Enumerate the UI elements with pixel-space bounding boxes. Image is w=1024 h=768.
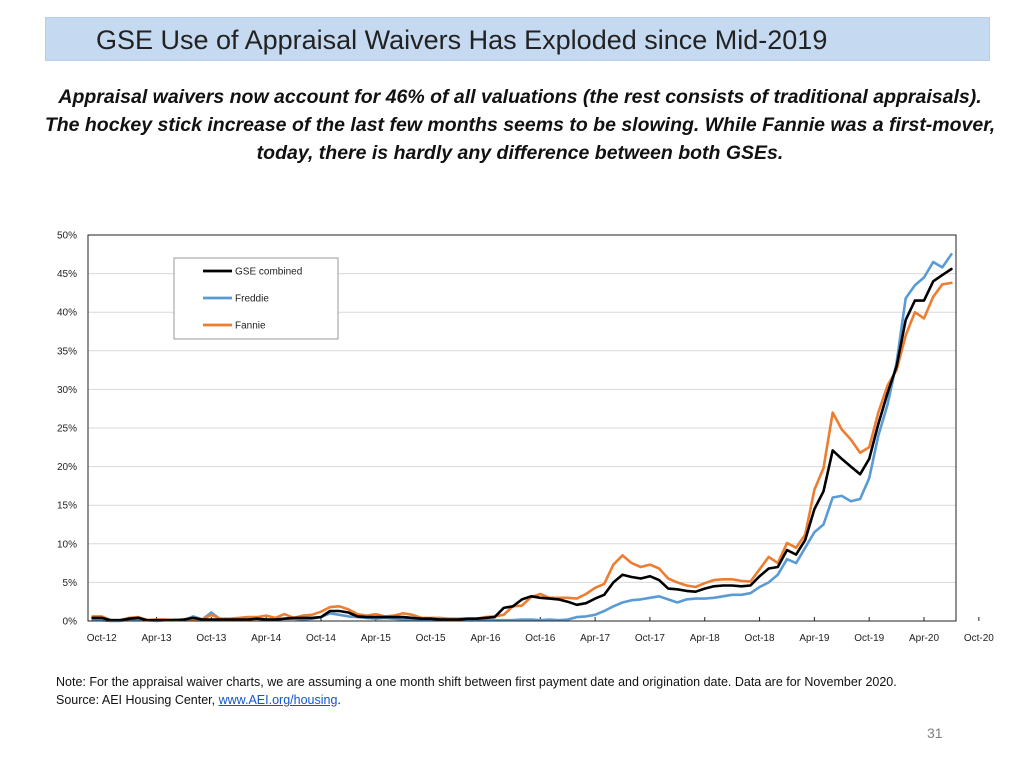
y-axis-labels: 0% 5% 10% 15% 20% 25% 30% 35% 40% 45% 50% (57, 231, 77, 628)
y-tick-label: 10% (57, 539, 77, 550)
y-tick-label: 30% (57, 385, 77, 396)
y-tick-label: 15% (57, 501, 77, 512)
legend-label: Fannie (235, 321, 266, 332)
source-link[interactable]: www.AEI.org/housing (218, 693, 338, 707)
x-tick-label: Apr-15 (361, 633, 391, 644)
plot-frame (87, 234, 957, 622)
footnote: Note: For the appraisal waiver charts, w… (56, 673, 936, 709)
x-tick-label: Apr-19 (799, 633, 829, 644)
y-tick-label: 25% (57, 424, 77, 435)
x-tick-label: Oct-13 (196, 633, 226, 644)
page-title: GSE Use of Appraisal Waivers Has Explode… (96, 25, 828, 55)
legend-label: GSE combined (235, 267, 302, 278)
x-axis-labels: Oct-12 Apr-13 Oct-13 Apr-14 Oct-14 Apr-15 Oct-… (87, 633, 995, 644)
source-suffix: . (337, 693, 341, 707)
x-tick-label: Apr-14 (251, 633, 281, 644)
x-tick-label: Apr-17 (580, 633, 610, 644)
y-tick-label: 50% (57, 231, 77, 242)
series-line-fannie (91, 281, 953, 622)
x-tick-label: Oct-12 (87, 633, 117, 644)
chart-subtitle: Appraisal waivers now account for 46% of… (44, 86, 996, 164)
x-tick-label: Apr-13 (142, 633, 172, 644)
series-lines (91, 253, 953, 623)
x-tick-label: Oct-18 (745, 633, 775, 644)
y-tick-label: 5% (63, 578, 78, 589)
x-tick-label: Apr-20 (909, 633, 939, 644)
x-tick-label: Oct-17 (635, 633, 665, 644)
y-tick-label: 35% (57, 346, 77, 357)
x-tick-label: Apr-18 (690, 633, 720, 644)
x-tick-label: Oct-20 (964, 633, 994, 644)
page-number: 31 (927, 725, 943, 741)
legend: GSE combined Freddie Fannie (173, 257, 339, 340)
x-tick-label: Oct-15 (416, 633, 446, 644)
x-tick-label: Apr-16 (470, 633, 500, 644)
series-line-gse-combined (91, 267, 953, 622)
y-tick-label: 40% (57, 308, 77, 319)
y-tick-label: 0% (63, 617, 78, 628)
y-tick-label: 20% (57, 462, 77, 473)
title-bar: GSE Use of Appraisal Waivers Has Explode… (45, 17, 990, 61)
line-chart: 0% 5% 10% 15% 20% 25% 30% 35% 40% 45% 50% Oct-12 Ap… (57, 231, 995, 645)
y-tick-label: 45% (57, 269, 77, 280)
gridlines (88, 273, 980, 621)
note-text: Note: For the appraisal waiver charts, w… (56, 675, 897, 689)
legend-label: Freddie (235, 294, 269, 305)
x-tick-label: Oct-19 (854, 633, 884, 644)
legend-box (173, 257, 339, 340)
x-tick-label: Oct-16 (525, 633, 555, 644)
x-tick-label: Oct-14 (306, 633, 336, 644)
source-prefix: Source: AEI Housing Center, (56, 693, 219, 707)
